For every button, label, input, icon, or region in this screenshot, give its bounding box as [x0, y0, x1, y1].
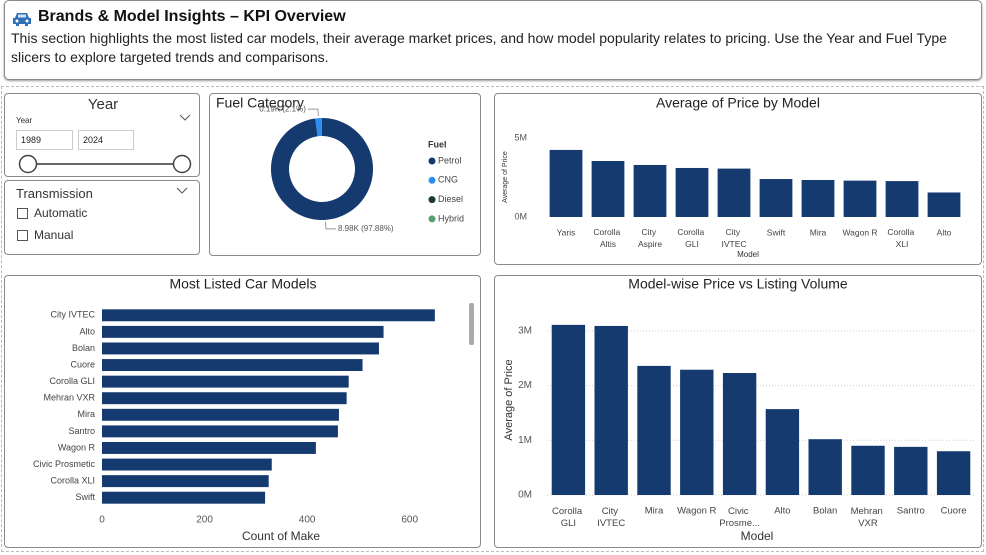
- year-to-input[interactable]: 2024: [78, 130, 134, 150]
- option-label[interactable]: Manual: [34, 228, 74, 242]
- checkbox[interactable]: [17, 208, 28, 219]
- header-title: Brands & Model Insights – KPI Overview: [38, 8, 346, 25]
- chevron[interactable]: [176, 187, 188, 195]
- option-label[interactable]: Automatic: [34, 206, 88, 220]
- year-slicer[interactable]: Year Year 1989 2024: [4, 93, 200, 177]
- chevron[interactable]: [179, 114, 191, 122]
- checkbox[interactable]: [17, 230, 28, 241]
- header-card: Brands & Model Insights – KPI Overview T…: [4, 0, 982, 80]
- chart-card: [4, 275, 481, 548]
- year-from-input[interactable]: 1989: [16, 130, 73, 150]
- car-icon: [13, 13, 31, 26]
- chart-card: [209, 93, 481, 256]
- chart-card: [494, 93, 982, 265]
- header-description: This section highlights the most listed …: [11, 30, 947, 65]
- slicer-title: Transmission: [16, 186, 93, 201]
- canvas-frame: [1, 86, 984, 552]
- transmission-slicer[interactable]: Transmission Automatic Manual: [4, 180, 200, 255]
- year-range-slider[interactable]: [5, 152, 201, 176]
- chart-card: [494, 275, 982, 548]
- slicer-label: Year: [16, 116, 33, 125]
- slicer-title: Year: [87, 96, 119, 113]
